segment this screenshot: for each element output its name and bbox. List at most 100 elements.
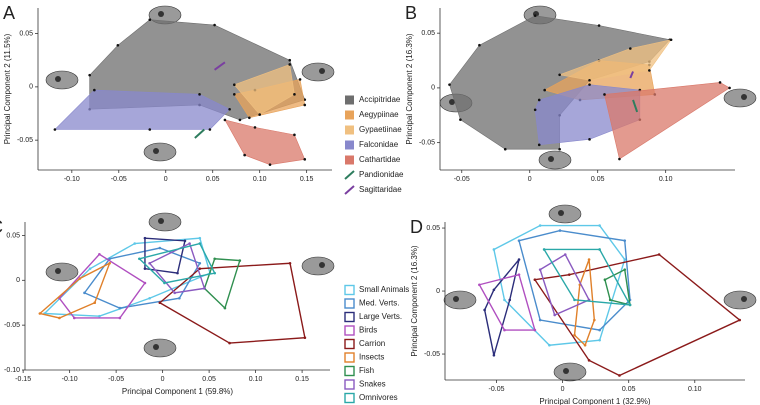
specimen-point — [492, 248, 496, 251]
x-tick-label: -0.05 — [108, 376, 124, 383]
legend-label: Birds — [359, 326, 377, 335]
specimen-point — [138, 257, 141, 261]
x-tick-label: -0.10 — [64, 176, 80, 183]
specimen-point — [583, 343, 587, 347]
specimen-point — [459, 118, 462, 121]
specimen-point — [533, 14, 537, 17]
specimen-point — [588, 138, 591, 141]
specimen-point — [538, 268, 542, 271]
convex-hull — [58, 253, 146, 319]
legend-swatch — [345, 140, 354, 150]
y-tick-label: 0.05 — [421, 30, 435, 37]
specimen-point — [517, 239, 521, 242]
convex-hull — [558, 39, 672, 81]
specimen-point — [563, 253, 567, 256]
specimen-point — [173, 291, 177, 295]
specimen-point — [548, 343, 551, 347]
y-axis-label: Principal Component 2 (11.5%) — [3, 33, 12, 144]
x-tick-label: 0.05 — [622, 386, 636, 393]
specimen-point — [517, 258, 521, 261]
specimen-point — [718, 81, 722, 84]
x-tick-label: 0 — [161, 376, 165, 383]
specimen-point — [598, 328, 601, 332]
legend-swatch — [344, 338, 355, 350]
legend-swatch — [344, 170, 355, 180]
specimen-point — [533, 278, 537, 282]
specimen-point — [148, 261, 151, 265]
x-tick-label: -0.15 — [15, 376, 31, 383]
specimen-point — [603, 93, 606, 96]
legend-swatch — [344, 365, 355, 377]
branch-line — [214, 61, 226, 71]
legend-swatch — [344, 298, 355, 309]
specimen-point — [72, 316, 76, 320]
specimen-point — [598, 248, 601, 251]
specimen-point — [143, 281, 147, 285]
specimen-point — [58, 316, 61, 320]
specimen-point — [288, 58, 292, 62]
specimen-point — [728, 86, 731, 90]
specimen-point — [188, 242, 191, 245]
x-axis-label: Principal Component 1 (32.9%) — [539, 397, 651, 405]
specimen-point — [133, 242, 137, 245]
specimen-point — [88, 267, 92, 270]
y-tick-label: 0 — [29, 84, 33, 91]
specimen-point — [293, 93, 296, 96]
specimen-point — [623, 268, 627, 271]
specimen-point — [213, 271, 216, 275]
convex-hull — [38, 261, 111, 319]
legend-swatch — [344, 185, 355, 195]
specimen-point — [178, 296, 181, 300]
x-tick-label: 0.10 — [659, 176, 673, 183]
legend-swatch — [344, 284, 355, 296]
specimen-point — [623, 239, 627, 242]
specimen-point — [233, 93, 236, 96]
specimen-point — [198, 242, 202, 245]
specimen-point — [517, 273, 521, 276]
specimen-point — [223, 118, 227, 122]
specimen-point — [198, 236, 202, 240]
legend-label: Cathartidae — [359, 155, 401, 164]
specimen-point — [258, 113, 261, 116]
x-tick-label: -0.10 — [62, 376, 78, 383]
specimen-point — [553, 313, 556, 317]
specimen-point — [268, 163, 272, 166]
specimen-point — [503, 298, 506, 302]
convex-hull — [158, 262, 306, 344]
specimen-point — [118, 316, 122, 320]
legend-label: Omnivores — [359, 393, 398, 402]
specimen-point — [198, 267, 202, 270]
specimen-point — [293, 133, 296, 137]
x-tick-label: 0.15 — [295, 376, 309, 383]
x-tick-label: 0.10 — [688, 386, 702, 393]
specimen-point — [537, 98, 541, 102]
legend-label: Fish — [359, 366, 374, 375]
specimen-point — [669, 38, 673, 42]
x-tick-label: 0.15 — [300, 176, 314, 183]
convex-hull — [604, 82, 731, 160]
panel-label: B — [405, 3, 417, 23]
specimen-point — [593, 318, 596, 322]
specimen-point — [148, 18, 152, 22]
specimen-point — [587, 258, 591, 261]
specimen-point — [542, 248, 546, 251]
convex-hull — [604, 268, 631, 306]
specimen-point — [176, 271, 179, 275]
convex-hull — [83, 247, 201, 309]
specimen-point — [93, 301, 97, 305]
legend-label: Accipitridae — [359, 95, 401, 104]
y-tick-label: -0.05 — [419, 139, 435, 146]
specimen-point — [618, 157, 621, 161]
legend-swatch — [344, 392, 355, 404]
specimen-point — [148, 128, 152, 131]
specimen-point — [248, 116, 251, 120]
legend-label: Sagittaridae — [359, 185, 402, 194]
convex-hull — [573, 259, 596, 347]
specimen-point — [228, 341, 231, 345]
panel-label: D — [410, 217, 423, 237]
branch-line — [629, 71, 634, 79]
specimen-point — [238, 118, 242, 122]
legend-label: Insects — [359, 353, 384, 362]
x-tick-label: 0.05 — [591, 176, 605, 183]
